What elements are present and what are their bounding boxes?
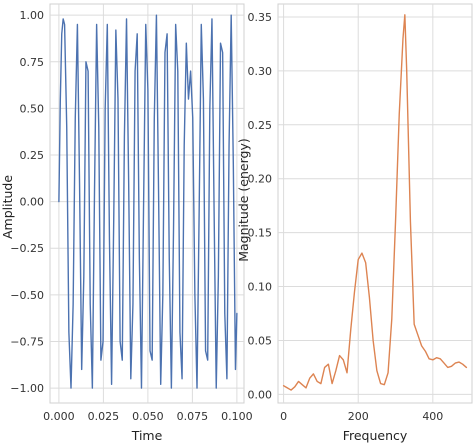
freq-plot-frame [277,3,473,404]
time-y-tick-label: 0.75 [20,56,45,69]
time-x-tick-label: 0.075 [177,410,209,423]
freq-y-tick-label: 0.10 [248,281,273,294]
time-y-tick-label: −1.00 [10,382,44,395]
time-x-tick-label: 0.000 [43,410,75,423]
freq-x-axis-label: Frequency [343,428,408,443]
freq-y-tick-label: 0.25 [248,119,273,132]
time-x-tick-label: 0.025 [88,410,120,423]
time-y-tick-label: 0.50 [20,102,45,115]
freq-y-tick-label: 0.15 [248,227,273,240]
time-y-axis-label: Amplitude [0,175,15,239]
freq-x-tick-label: 400 [422,410,443,423]
freq-x-tick-label: 0 [280,410,287,423]
frequency-domain-chart: 0.00 0.05 0.10 0.15 0.20 0.25 0.30 0.35 0 200 400 F… [236,3,473,443]
freq-y-tick-label: 0.30 [248,65,273,78]
time-x-tick-label: 0.050 [132,410,164,423]
time-x-tick-label: 0.100 [221,410,253,423]
time-y-tick-label: 1.00 [20,9,45,22]
freq-y-axis-label: Magnitude (energy) [236,138,251,262]
freq-x-tick-label: 200 [348,410,369,423]
time-y-tick-label: 0.00 [20,196,45,209]
freq-y-tick-label: 0.35 [248,11,273,24]
freq-y-tick-label: 0.00 [248,388,273,401]
time-x-axis-label: Time [131,428,163,443]
freq-series-line [282,14,468,391]
freq-y-tick-label: 0.05 [248,334,273,347]
time-y-tick-label: −0.50 [10,289,44,302]
time-y-tick-label: −0.25 [10,242,44,255]
freq-y-tick-label: 0.20 [248,173,273,186]
time-domain-chart: 1.00 0.75 0.50 0.25 0.00 −0.25 −0.50 −0.75 −1.00… [0,3,253,443]
time-y-tick-label: −0.75 [10,335,44,348]
time-series-line [58,14,238,389]
time-y-tick-label: 0.25 [20,149,45,162]
